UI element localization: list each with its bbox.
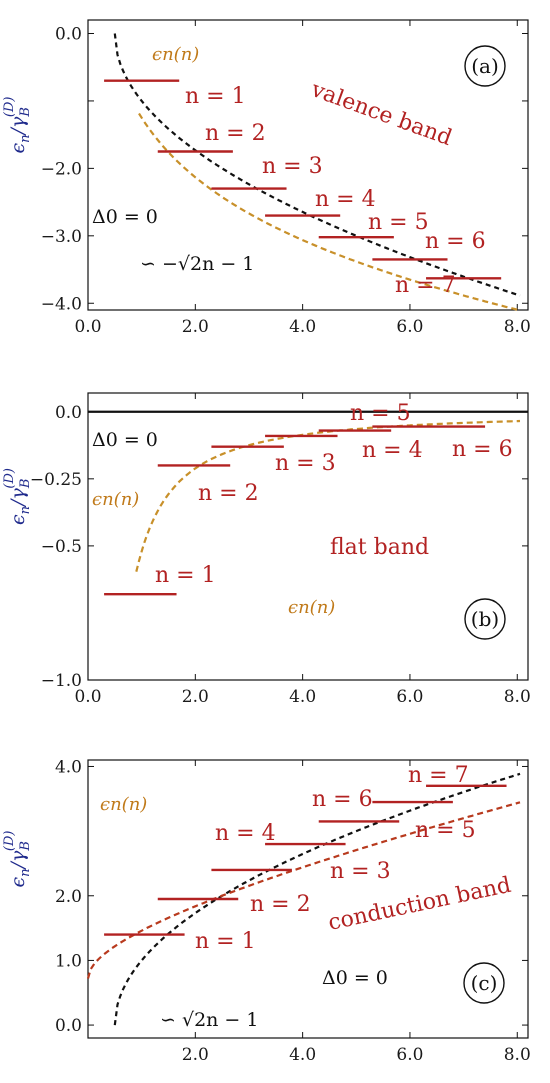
epsilon-n-curve <box>138 112 521 312</box>
level-label-n5: n = 5 <box>415 818 476 843</box>
x-tick-label: 0.0 <box>74 687 101 707</box>
panel-a-valence-band: 0.0 2.0 4.0 6.0 8.0 0.0 −2.0 −3.0 −4.0 ϵn/γB(D) n … <box>2 19 531 337</box>
x-tick-label: 2.0 <box>182 317 209 337</box>
level-label-n2: n = 2 <box>205 121 266 146</box>
y-axis-label: ϵn/γB(D) <box>2 831 33 888</box>
y-tick-label: 2.0 <box>55 887 82 907</box>
panel-c-conduction-band: 2.0 4.0 6.0 8.0 0.0 1.0 2.0 4.0 ϵn/γB(D) n = 1 n =… <box>2 757 531 1065</box>
panel-label: (a) <box>471 54 499 78</box>
y-label-part: B <box>18 107 33 118</box>
y-tick-label: −1.0 <box>41 671 82 691</box>
y-tick-label: 0.0 <box>55 1016 82 1036</box>
delta-zero-label: Δ0 = 0 <box>322 967 388 989</box>
level-label-n4: n = 4 <box>215 821 276 846</box>
y-label-part: ϵ <box>7 514 29 525</box>
curve-label-2: ϵn(n) <box>288 597 335 618</box>
x-tick-label: 6.0 <box>396 687 423 707</box>
y-tick-label: −0.25 <box>30 470 82 490</box>
y-label-part: B <box>18 841 33 852</box>
x-tick-label: 2.0 <box>182 1045 209 1065</box>
delta-zero-label: Δ0 = 0 <box>92 429 158 451</box>
y-label-part: B <box>18 479 33 490</box>
y-label-superscript: (D) <box>2 468 17 489</box>
x-tick-label: 2.0 <box>182 687 209 707</box>
level-label-n1: n = 1 <box>155 563 216 588</box>
y-tick-label: −3.0 <box>41 227 82 247</box>
level-label-n5: n = 5 <box>350 401 411 426</box>
asymptote-curve <box>113 772 521 1026</box>
x-tick-label: 4.0 <box>289 1045 316 1065</box>
level-label-n3: n = 3 <box>262 154 323 179</box>
level-label-n1: n = 1 <box>185 84 246 109</box>
y-label-part: ϵ <box>7 876 29 887</box>
asymptote-label: ∽ √2n − 1 <box>160 1009 258 1031</box>
level-label-n6: n = 6 <box>312 787 373 812</box>
plot-frame <box>87 759 529 1039</box>
level-label-n1: n = 1 <box>195 929 256 954</box>
y-tick-label: −0.5 <box>41 537 82 557</box>
level-label-n4: n = 4 <box>362 438 423 463</box>
level-label-n2: n = 2 <box>250 892 311 917</box>
level-label-n7: n = 7 <box>395 273 456 298</box>
y-label-superscript: (D) <box>2 831 17 852</box>
plot-frame <box>87 392 529 681</box>
level-label-n3: n = 3 <box>275 451 336 476</box>
y-axis-label: ϵn/γB(D) <box>2 468 33 525</box>
curve-label: ϵn(n) <box>92 489 139 510</box>
curve-label: ϵn(n) <box>100 794 147 815</box>
plot-frame <box>87 19 529 311</box>
x-tick-label: 6.0 <box>396 317 423 337</box>
level-label-n7: n = 7 <box>408 763 469 788</box>
x-tick-label: 0.0 <box>74 317 101 337</box>
level-label-n5: n = 5 <box>368 210 429 235</box>
y-label-part: n <box>18 134 33 142</box>
y-tick-label: 4.0 <box>55 757 82 777</box>
y-tick-label: 0.0 <box>55 403 82 423</box>
panel-label: (c) <box>471 971 498 995</box>
y-label-part: /γ <box>7 488 29 508</box>
y-label-part: /γ <box>7 116 29 136</box>
level-label-n3: n = 3 <box>330 859 391 884</box>
x-tick-label: 6.0 <box>396 1045 423 1065</box>
level-label-n6: n = 6 <box>452 437 513 462</box>
y-label-part: n <box>18 506 33 514</box>
x-tick-label: 4.0 <box>289 687 316 707</box>
x-tick-label: 8.0 <box>504 687 531 707</box>
asymptote-curve <box>113 33 521 297</box>
level-label-n4: n = 4 <box>315 187 376 212</box>
panel-label: (b) <box>471 607 499 631</box>
panel-b-flat-band: 0.0 2.0 4.0 6.0 8.00.0−0.25−0.5−1.0ϵn/γB(D)n… <box>2 392 531 707</box>
panel-label-circle <box>463 962 505 1004</box>
panel-label-circle <box>464 598 506 640</box>
y-label-superscript: (D) <box>2 97 17 118</box>
y-tick-label: 1.0 <box>55 951 82 971</box>
y-tick-label: 0.0 <box>55 24 82 44</box>
asymptote-label: ∽ −√2n − 1 <box>140 253 254 275</box>
y-label-part: n <box>18 868 33 876</box>
y-label-part: ϵ <box>7 142 29 153</box>
delta-zero-label: Δ0 = 0 <box>92 206 158 228</box>
x-tick-label: 8.0 <box>504 317 531 337</box>
curve-label: ϵn(n) <box>152 44 199 65</box>
band-label: flat band <box>330 535 429 560</box>
y-tick-label: −4.0 <box>41 294 82 314</box>
y-tick-label: −2.0 <box>41 159 82 179</box>
x-tick-label: 8.0 <box>504 1045 531 1065</box>
level-label-n6: n = 6 <box>425 229 486 254</box>
epsilon-n-curve <box>86 801 521 979</box>
y-label-part: /γ <box>7 850 29 870</box>
y-axis-label: ϵn/γB(D) <box>2 97 33 154</box>
x-tick-label: 4.0 <box>289 317 316 337</box>
panel-label-circle <box>464 45 506 87</box>
level-label-n2: n = 2 <box>198 481 259 506</box>
